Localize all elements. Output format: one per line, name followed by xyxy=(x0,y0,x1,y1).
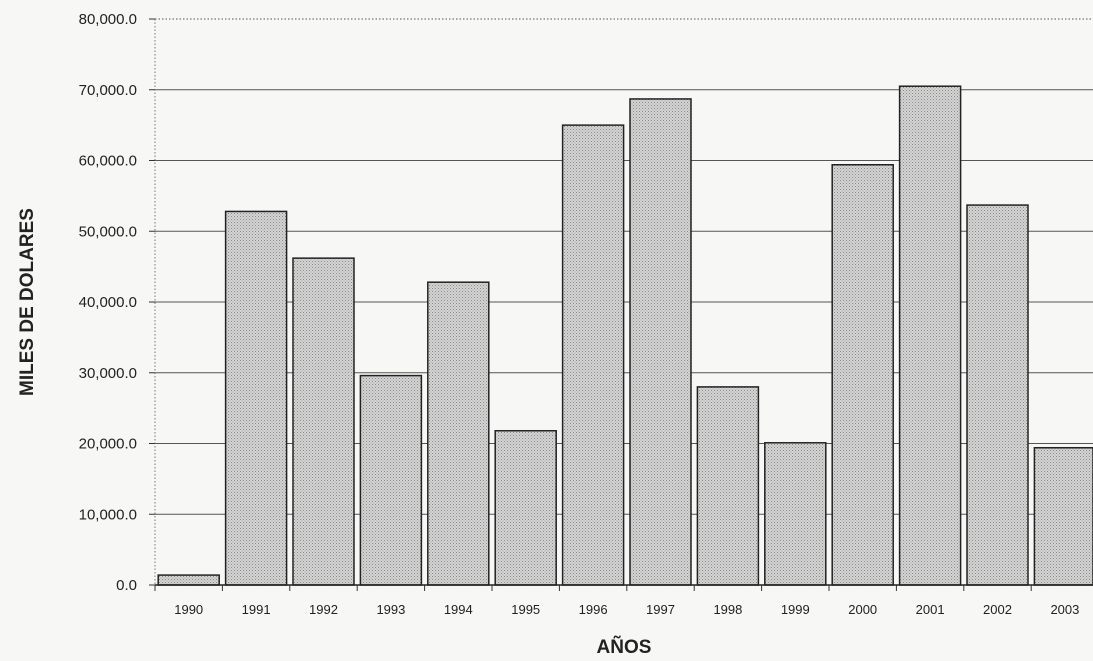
x-tick-label-1999: 1999 xyxy=(781,602,810,617)
y-tick-label: 40,000.0 xyxy=(79,294,137,311)
y-tick-label: 80,000.0 xyxy=(79,11,137,28)
bar-1999 xyxy=(764,442,827,586)
x-tick-label-1998: 1998 xyxy=(713,602,742,617)
x-tick-label-1993: 1993 xyxy=(376,602,405,617)
bar-1997 xyxy=(629,98,692,586)
x-tick-label-1991: 1991 xyxy=(242,602,271,617)
x-tick-label-2000: 2000 xyxy=(848,602,877,617)
bar-1998 xyxy=(696,386,760,586)
y-tick-label: 10,000.0 xyxy=(79,506,137,523)
x-axis-ticks: 1990 1991 1992 1993 1994 1995 1996 1997 1998 1999… xyxy=(154,585,1079,617)
bar-2000 xyxy=(831,163,894,586)
y-axis-title: MILES DE DOLARES xyxy=(17,208,38,396)
x-tick-label-2001: 2001 xyxy=(916,602,945,617)
bar-2002 xyxy=(966,204,1029,586)
x-tick-label-1995: 1995 xyxy=(511,602,540,617)
y-tick-label: 30,000.0 xyxy=(79,365,137,382)
x-tick-label-2003: 2003 xyxy=(1050,602,1079,617)
x-axis-title: AÑOS xyxy=(597,636,652,658)
bar-2003 xyxy=(1033,446,1093,586)
bar-1993 xyxy=(359,374,423,586)
y-tick-label: 20,000.0 xyxy=(79,436,137,453)
y-axis-ticks: 0.0 10,000.0 20,000.0 30,000.0 40,000.0 50,00… xyxy=(79,11,155,594)
y-tick-label: 60,000.0 xyxy=(79,153,137,170)
bar-1992 xyxy=(292,257,355,586)
y-tick-label: 0.0 xyxy=(116,577,137,594)
y-tick-label: 50,000.0 xyxy=(79,223,137,240)
x-tick-label-1994: 1994 xyxy=(444,602,473,617)
bar-1995 xyxy=(494,430,557,586)
x-tick-label-1997: 1997 xyxy=(646,602,675,617)
bar-1994 xyxy=(427,281,490,586)
x-tick-label-1990: 1990 xyxy=(174,602,203,617)
x-tick-label-2002: 2002 xyxy=(983,602,1012,617)
y-tick-label: 70,000.0 xyxy=(79,82,137,99)
bars xyxy=(157,85,1093,586)
bar-1991 xyxy=(224,210,288,586)
x-tick-label-1992: 1992 xyxy=(309,602,338,617)
bar-1996 xyxy=(561,124,625,586)
x-tick-label-1996: 1996 xyxy=(579,602,608,617)
bar-2001 xyxy=(898,85,962,586)
bar-1990 xyxy=(157,574,220,586)
